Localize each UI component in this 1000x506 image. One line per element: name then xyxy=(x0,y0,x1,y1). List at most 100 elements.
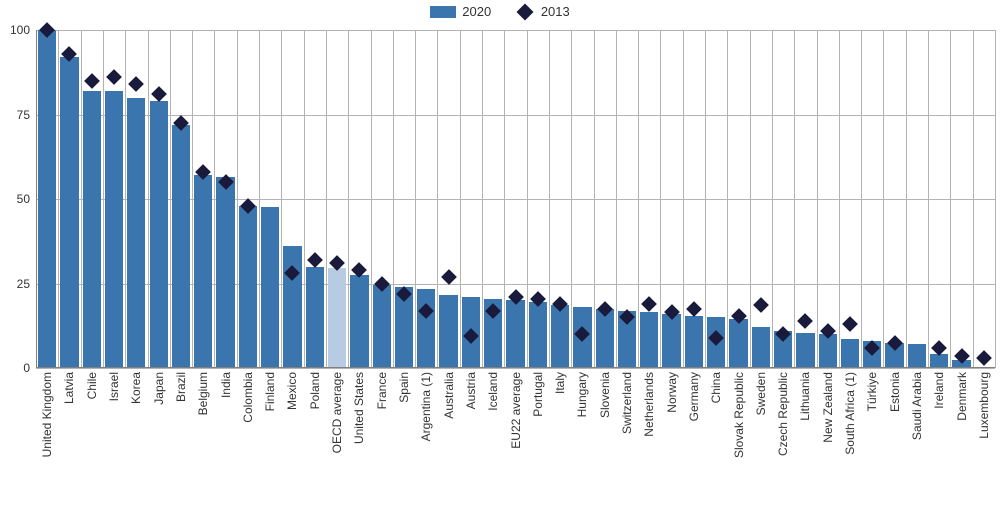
x-gridline xyxy=(259,30,260,368)
bar xyxy=(796,333,814,368)
x-tick-label: Austria xyxy=(464,372,478,409)
bar xyxy=(60,57,78,368)
bar xyxy=(328,268,346,368)
plot-area: 0255075100United KingdomLatviaChileIsrae… xyxy=(36,30,995,368)
x-tick-label: South Africa (1) xyxy=(843,372,857,455)
x-tick-label: Switzerland xyxy=(620,372,634,434)
x-gridline xyxy=(504,30,505,368)
marker-diamond xyxy=(976,350,992,366)
chart-container: 2020 2013 0255075100United KingdomLatvia… xyxy=(0,0,1000,506)
x-gridline xyxy=(638,30,639,368)
y-gridline xyxy=(36,368,995,369)
x-tick-label: Israel xyxy=(107,372,121,401)
x-gridline xyxy=(750,30,751,368)
bar xyxy=(506,300,524,368)
legend-item-marker: 2013 xyxy=(519,4,570,19)
x-tick-label: Australia xyxy=(442,372,456,419)
bar xyxy=(551,305,569,368)
bar xyxy=(640,312,658,368)
bar xyxy=(729,319,747,368)
x-gridline xyxy=(192,30,193,368)
bar xyxy=(819,334,837,368)
x-gridline xyxy=(81,30,82,368)
x-tick-label: China xyxy=(709,372,723,403)
bar xyxy=(417,289,435,368)
x-tick-label: Mexico xyxy=(285,372,299,410)
x-gridline xyxy=(460,30,461,368)
x-tick-label: Argentina (1) xyxy=(419,372,433,441)
legend-item-bar: 2020 xyxy=(430,4,491,19)
y-tick-label: 75 xyxy=(17,108,30,122)
bar xyxy=(261,207,279,368)
x-gridline xyxy=(705,30,706,368)
marker-diamond xyxy=(642,296,658,312)
bar xyxy=(38,30,56,368)
y-tick-label: 0 xyxy=(23,361,30,375)
x-gridline xyxy=(683,30,684,368)
x-gridline xyxy=(237,30,238,368)
marker-diamond xyxy=(441,269,457,285)
bar xyxy=(239,206,257,368)
bar xyxy=(306,267,324,368)
x-tick-label: Brazil xyxy=(174,372,188,402)
x-tick-label: United States xyxy=(352,372,366,444)
x-tick-label: Spain xyxy=(397,372,411,403)
bar xyxy=(194,175,212,368)
y-tick-label: 100 xyxy=(10,23,30,37)
x-tick-label: Netherlands xyxy=(642,372,656,437)
x-gridline xyxy=(415,30,416,368)
x-tick-label: Poland xyxy=(308,372,322,409)
x-gridline xyxy=(527,30,528,368)
x-axis-line xyxy=(36,367,995,368)
x-gridline xyxy=(995,30,996,368)
marker-diamond xyxy=(106,70,122,86)
x-tick-label: France xyxy=(375,372,389,409)
x-tick-label: Sweden xyxy=(754,372,768,415)
bar xyxy=(283,246,301,368)
y-tick-label: 25 xyxy=(17,277,30,291)
y-tick-label: 50 xyxy=(17,192,30,206)
x-gridline xyxy=(817,30,818,368)
x-tick-label: Colombia xyxy=(241,372,255,423)
x-gridline xyxy=(571,30,572,368)
x-gridline xyxy=(170,30,171,368)
x-gridline xyxy=(616,30,617,368)
legend: 2020 2013 xyxy=(0,4,1000,21)
x-gridline xyxy=(393,30,394,368)
legend-label-marker: 2013 xyxy=(541,4,570,19)
x-gridline xyxy=(594,30,595,368)
bar xyxy=(350,275,368,368)
x-gridline xyxy=(928,30,929,368)
x-gridline xyxy=(772,30,773,368)
bar xyxy=(373,285,391,368)
bar xyxy=(127,98,145,368)
x-gridline xyxy=(950,30,951,368)
x-gridline xyxy=(437,30,438,368)
x-tick-label: Ireland xyxy=(932,372,946,409)
x-gridline xyxy=(973,30,974,368)
x-gridline xyxy=(861,30,862,368)
bar xyxy=(105,91,123,368)
x-tick-label: Chile xyxy=(85,372,99,399)
x-tick-label: Finland xyxy=(263,372,277,411)
x-gridline xyxy=(371,30,372,368)
x-tick-label: Portugal xyxy=(531,372,545,417)
x-gridline xyxy=(839,30,840,368)
x-tick-label: Hungary xyxy=(575,372,589,417)
x-tick-label: Denmark xyxy=(955,372,969,421)
bar xyxy=(172,125,190,368)
x-tick-label: Norway xyxy=(665,372,679,413)
x-tick-label: Belgium xyxy=(196,372,210,415)
bar xyxy=(150,101,168,368)
x-tick-label: OECD average xyxy=(330,372,344,453)
x-gridline xyxy=(794,30,795,368)
marker-diamond xyxy=(151,86,167,102)
x-tick-label: Iceland xyxy=(486,372,500,411)
x-tick-label: Italy xyxy=(553,372,567,394)
marker-diamond xyxy=(798,313,814,329)
marker-diamond xyxy=(842,316,858,332)
x-gridline xyxy=(103,30,104,368)
bar xyxy=(752,327,770,368)
marker-diamond xyxy=(753,298,769,314)
marker-diamond xyxy=(686,301,702,317)
